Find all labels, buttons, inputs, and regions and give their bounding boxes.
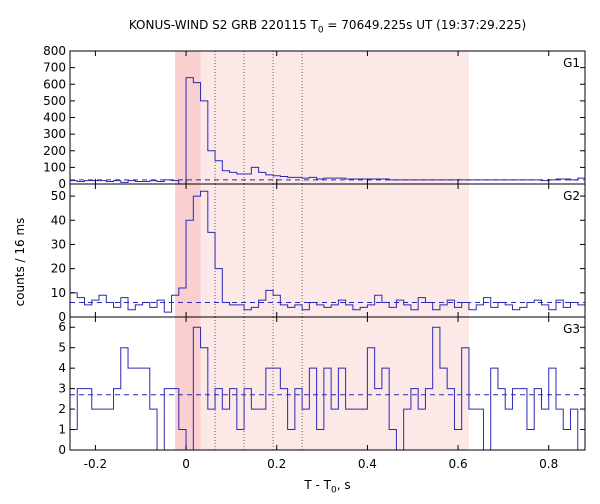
y-tick-label-G1-7: 700 bbox=[43, 61, 66, 75]
panel-label-G2: G2 bbox=[563, 189, 580, 203]
panel-frame-G3 bbox=[69, 316, 586, 451]
y-tick-label-G1-1: 100 bbox=[43, 160, 66, 174]
y-tick-label-G3-1: 1 bbox=[58, 423, 66, 437]
shaded-region-G1-1 bbox=[175, 51, 201, 184]
y-tick-label-G2-5: 50 bbox=[51, 189, 66, 203]
shaded-region-G3-0 bbox=[175, 317, 469, 450]
shaded-region-G3-1 bbox=[175, 317, 201, 450]
shaded-region-G2-0 bbox=[175, 184, 469, 317]
shaded-region-G1-0 bbox=[175, 51, 469, 184]
y-tick-label-G2-1: 10 bbox=[51, 286, 66, 300]
shaded-region-G2-1 bbox=[175, 184, 201, 317]
y-tick-label-G2-2: 20 bbox=[51, 262, 66, 276]
x-tick-label-4: 0.6 bbox=[449, 457, 468, 471]
y-tick-label-G1-6: 600 bbox=[43, 77, 66, 91]
histogram-G2 bbox=[70, 190, 585, 313]
y-tick-label-G3-4: 4 bbox=[58, 361, 66, 375]
chart-title-sub: 0 bbox=[317, 25, 324, 36]
panel-label-G1: G1 bbox=[563, 56, 580, 70]
x-axis-label-sub: 0 bbox=[331, 485, 337, 496]
x-tick-label-3: 0.4 bbox=[358, 457, 377, 471]
x-tick-label-0: -0.2 bbox=[84, 457, 107, 471]
x-tick-label-5: 0.8 bbox=[539, 457, 558, 471]
histogram-G1 bbox=[70, 77, 585, 185]
y-tick-label-G3-3: 3 bbox=[58, 382, 66, 396]
x-axis-label-rest: , s bbox=[336, 478, 351, 492]
chart-title: KONUS-WIND S2 GRB 220115 T0 = 70649.225s… bbox=[70, 18, 585, 35]
y-tick-label-G3-5: 5 bbox=[58, 341, 66, 355]
histogram-G3 bbox=[70, 326, 585, 451]
panel-label-G3: G3 bbox=[563, 322, 580, 336]
y-tick-label-G3-2: 2 bbox=[58, 402, 66, 416]
x-tick-label-1: 0 bbox=[182, 457, 190, 471]
y-tick-label-G2-4: 40 bbox=[51, 213, 66, 227]
x-tick-label-2: 0.2 bbox=[267, 457, 286, 471]
y-tick-label-G1-5: 500 bbox=[43, 94, 66, 108]
x-axis-label: T - T0, s bbox=[70, 478, 585, 495]
y-tick-label-G3-6: 6 bbox=[58, 320, 66, 334]
chart-title-rest: = 70649.225s UT (19:37:29.225) bbox=[323, 18, 527, 32]
y-tick-label-G3-0: 0 bbox=[58, 443, 66, 457]
y-axis-label: counts / 16 ms bbox=[13, 217, 27, 307]
y-tick-label-G1-3: 300 bbox=[43, 127, 66, 141]
y-tick-label-G1-2: 200 bbox=[43, 144, 66, 158]
y-tick-label-G1-0: 0 bbox=[58, 177, 66, 191]
y-tick-label-G2-3: 30 bbox=[51, 237, 66, 251]
y-tick-label-G1-4: 400 bbox=[43, 111, 66, 125]
chart-title-main: KONUS-WIND S2 GRB 220115 T bbox=[128, 18, 318, 32]
x-axis-label-main: T - T bbox=[304, 478, 331, 492]
y-tick-label-G2-0: 0 bbox=[58, 310, 66, 324]
y-tick-label-G1-8: 800 bbox=[43, 44, 66, 58]
